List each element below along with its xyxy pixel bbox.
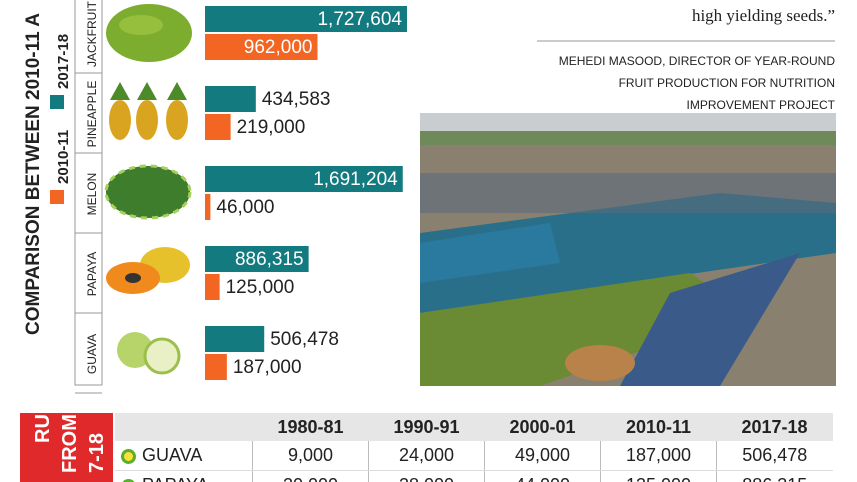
table-cell: 187,000	[600, 441, 717, 471]
row-label: GUAVA	[115, 441, 253, 471]
table-side-label: RUIT FROM 7-18	[20, 396, 113, 482]
value-label: 962,000	[244, 37, 313, 58]
table-cell: 49,000	[484, 441, 601, 471]
quote: high yielding seeds.”	[691, 6, 835, 25]
column-header: 2000-01	[484, 413, 601, 441]
category-label: JACKFRUIT	[85, 0, 99, 67]
table-cell: 125,000	[600, 470, 717, 482]
column-header: 1990-91	[368, 413, 485, 441]
bar	[205, 274, 220, 300]
data-table: 1980-81 1990-91 2000-01 2010-11 2017-18 GUAV…	[115, 413, 833, 482]
bar	[205, 354, 227, 380]
value-label: 1,727,604	[317, 9, 402, 30]
value-label: 125,000	[226, 277, 295, 298]
table-cell: 886,315	[716, 470, 833, 482]
table-cell: 28,000	[368, 470, 485, 482]
column-header: 2017-18	[716, 413, 833, 441]
category-label: MELON	[85, 173, 99, 216]
side-label-line: FROM	[59, 414, 81, 473]
bar	[205, 246, 309, 272]
value-label: 1,691,204	[313, 169, 398, 190]
side-label-line: 7-18	[86, 432, 108, 473]
side-label-line: RUIT	[32, 396, 54, 443]
table-cell: 506,478	[716, 441, 833, 471]
table-cell: 44,000	[484, 470, 601, 482]
value-label: 886,315	[235, 249, 304, 270]
bar	[205, 6, 407, 32]
value-label: 506,478	[270, 329, 339, 350]
legend-swatch	[50, 190, 64, 204]
value-label: 187,000	[233, 357, 302, 378]
table-cell: 9,000	[252, 441, 369, 471]
chart-title: COMPARISON BETWEEN 2010-11 A	[23, 13, 44, 335]
header-blank	[115, 413, 253, 441]
column-header: 1980-81	[252, 413, 369, 441]
category-label: GUAVA	[85, 334, 99, 374]
bar	[205, 166, 403, 192]
table-row: PAPAYA 20,00028,00044,000125,000886,315	[115, 470, 833, 482]
column-header: 2010-11	[600, 413, 717, 441]
category-label: PAPAYA	[85, 252, 99, 296]
row-label-text: GUAVA	[142, 445, 203, 465]
value-label: 434,583	[262, 89, 331, 110]
bar	[205, 86, 256, 112]
fruit-images	[104, 4, 192, 375]
row-label: PAPAYA	[115, 470, 253, 482]
legend-label: 2010-11	[55, 130, 72, 184]
bar	[205, 194, 211, 220]
legend-label: 2017-18	[55, 34, 72, 89]
chart: COMPARISON BETWEEN 2010-11 A 2017-18 2010…	[23, 0, 407, 394]
bar	[205, 326, 265, 352]
photo	[420, 113, 836, 386]
divider	[537, 40, 835, 42]
bar	[205, 114, 231, 140]
table-cell: 20,000	[252, 470, 369, 482]
table-row: GUAVA 9,000 24,000 49,000 187,000 506,478	[115, 441, 833, 471]
bullet	[121, 448, 136, 464]
attribution: MEHEDI MASOOD, DIRECTOR OF YEAR-ROUND FR…	[558, 54, 835, 112]
value-label: 46,000	[216, 197, 274, 218]
row-label-text: PAPAYA	[142, 475, 209, 482]
bar	[205, 34, 318, 60]
legend-swatch	[50, 95, 64, 109]
table-cell: 24,000	[368, 441, 485, 471]
category-label: PINEAPPLE	[85, 81, 99, 148]
value-label: 219,000	[237, 117, 306, 138]
label-column	[74, 0, 103, 386]
